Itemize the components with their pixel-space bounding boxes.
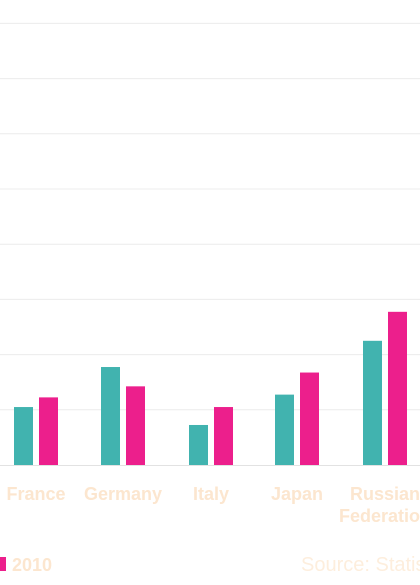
- x-tick-label: Germany: [84, 484, 162, 504]
- bar-italy-series-2: [214, 407, 233, 465]
- grid-lines: [0, 22, 420, 466]
- bar-germany-series-2: [126, 386, 145, 465]
- x-axis-labels: France Germany Italy Japan RussianFederation: [6, 484, 420, 526]
- bar-france-series-1: [14, 407, 33, 465]
- bar-germany-series-1: [101, 367, 120, 465]
- x-tick-label: RussianFederation: [339, 484, 420, 526]
- bar-france-series-2: [39, 397, 58, 465]
- bar-japan-series-2: [300, 372, 319, 465]
- x-tick-label: Japan: [271, 484, 323, 504]
- x-tick-label: France: [6, 484, 65, 504]
- legend: 2010: [0, 555, 52, 575]
- bar-russian-federation-series-1: [363, 340, 382, 465]
- bar-italy-series-1: [189, 424, 208, 465]
- source-label: Source: Statis: [301, 554, 420, 576]
- x-tick-label: Italy: [193, 484, 229, 504]
- legend-label-2010: 2010: [12, 555, 52, 575]
- legend-swatch-2010: [0, 557, 6, 571]
- bars: [14, 311, 407, 465]
- bar-japan-series-1: [275, 394, 294, 465]
- bar-russian-federation-series-2: [388, 311, 407, 465]
